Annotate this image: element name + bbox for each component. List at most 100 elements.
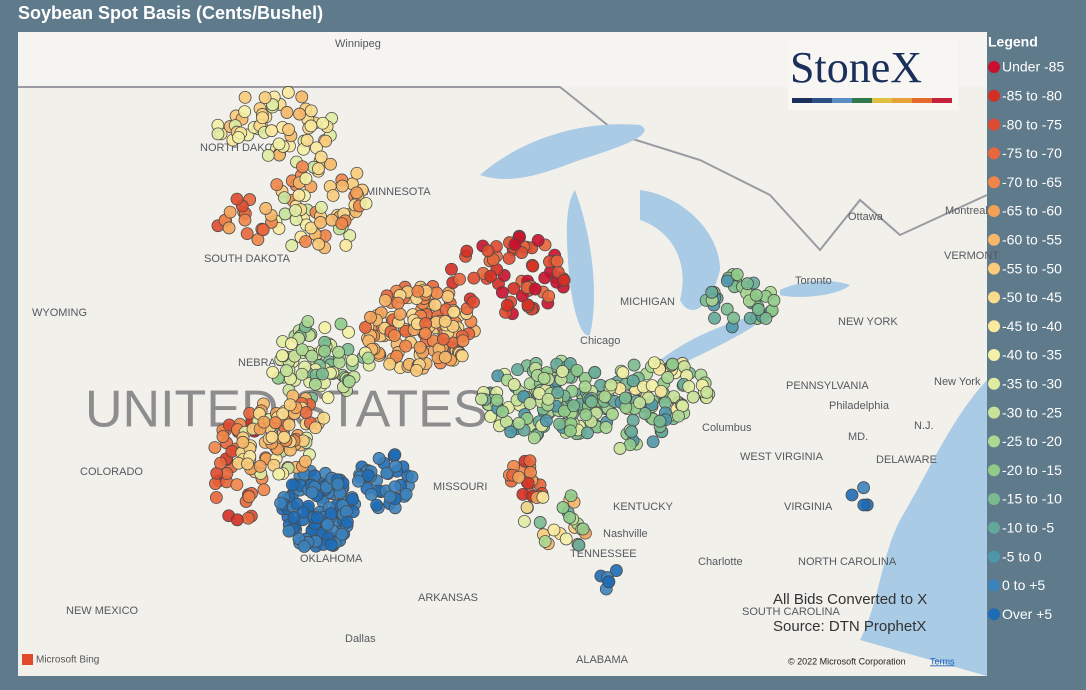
bid-dot [559, 532, 573, 546]
bid-dot [316, 367, 329, 381]
legend-swatch [988, 176, 1000, 189]
legend-swatch [988, 377, 1000, 390]
bid-dot [295, 343, 309, 357]
bid-dot [314, 150, 328, 164]
legend-swatch [988, 493, 1000, 505]
bid-dot [540, 414, 553, 428]
bid-dot [456, 334, 470, 348]
bid-dot [339, 238, 353, 252]
bid-dot [364, 487, 378, 501]
bid-dot [572, 538, 586, 552]
bid-dot [321, 518, 334, 531]
legend-label: -65 to -60 [1002, 203, 1062, 219]
bid-dot [557, 273, 571, 287]
bid-dot [523, 397, 537, 410]
bid-dot [297, 540, 311, 553]
bid-dot [538, 271, 552, 285]
bid-dot [672, 409, 685, 423]
bid-dot [270, 178, 284, 192]
bid-dot [550, 254, 564, 268]
legend-label: -10 to -5 [1002, 520, 1054, 536]
bid-dot [285, 239, 299, 252]
bid-dot [460, 244, 474, 258]
bid-dot [319, 134, 333, 148]
bid-dot [602, 575, 616, 589]
bid-dot [310, 511, 324, 525]
bid-dot [280, 364, 293, 378]
map-copyright: © 2022 Microsoft Corporation [788, 656, 906, 666]
legend-label: Over +5 [1002, 606, 1052, 622]
bid-dot [230, 478, 244, 492]
bid-dot [216, 430, 230, 443]
legend-swatch [988, 262, 1000, 275]
bid-dot [211, 127, 225, 141]
bid-dot [626, 374, 640, 388]
bid-dot [335, 527, 349, 541]
bid-dot [345, 353, 359, 367]
place-label: Philadelphia [829, 400, 890, 412]
bid-dot [370, 498, 383, 512]
legend-label: -60 to -55 [1002, 232, 1062, 248]
bid-dot [265, 124, 278, 138]
bid-dot [285, 478, 299, 492]
place-label: SOUTH DAKOTA [204, 253, 291, 265]
bid-dot [280, 106, 294, 119]
bid-dot [517, 514, 531, 528]
bid-dot [508, 237, 522, 251]
bid-dot [556, 501, 570, 514]
bid-dot [567, 399, 580, 413]
bid-dot [312, 237, 326, 251]
place-label: N.J. [914, 420, 934, 432]
logo-stripe [852, 98, 872, 103]
bid-dot [547, 523, 561, 537]
bid-dot [578, 380, 592, 394]
bid-dot [613, 442, 627, 455]
bid-dot [241, 511, 255, 525]
bid-dot [720, 302, 734, 316]
place-label: NEW MEXICO [66, 605, 139, 617]
bid-dot [223, 205, 237, 219]
bid-dot [281, 86, 295, 99]
bid-dot [295, 90, 309, 104]
bid-dot [507, 282, 521, 295]
bid-dot [512, 470, 526, 484]
place-label: Charlotte [698, 556, 743, 568]
legend-swatch [988, 320, 1000, 333]
legend-swatch [988, 291, 1000, 304]
bid-dot [299, 235, 313, 248]
bid-dot [314, 200, 328, 214]
bid-dot [342, 375, 356, 388]
bid-dot [393, 307, 407, 321]
bid-dot [436, 332, 450, 346]
legend-swatch [988, 89, 1000, 102]
bid-dot [296, 505, 310, 519]
bid-dot [481, 244, 495, 258]
bid-dot [359, 197, 373, 210]
bid-dot [274, 496, 287, 510]
bid-dot [209, 491, 223, 504]
legend-swatch [988, 406, 1000, 419]
legend-swatch [988, 349, 1000, 361]
terms-link[interactable]: Terms [930, 656, 955, 666]
bid-dot [324, 507, 338, 521]
place-label: Winnipeg [335, 38, 381, 50]
place-label: Columbus [702, 422, 752, 434]
bid-dot [335, 217, 349, 231]
bid-dot [428, 298, 442, 312]
legend-label: 0 to +5 [1002, 577, 1045, 593]
bid-dot [645, 379, 659, 393]
bid-dot [256, 223, 270, 237]
bid-dot [361, 351, 375, 365]
bid-dot [238, 91, 252, 104]
bid-dot [507, 378, 521, 391]
bid-dot [230, 192, 244, 206]
bid-dot [453, 272, 466, 286]
bid-dot [359, 320, 372, 334]
bid-dot [475, 392, 488, 406]
place-label: Toronto [795, 275, 832, 287]
bid-dot [541, 392, 555, 406]
place-label: ARKANSAS [418, 592, 478, 604]
bid-dot [599, 421, 613, 434]
bid-dot [282, 418, 296, 432]
